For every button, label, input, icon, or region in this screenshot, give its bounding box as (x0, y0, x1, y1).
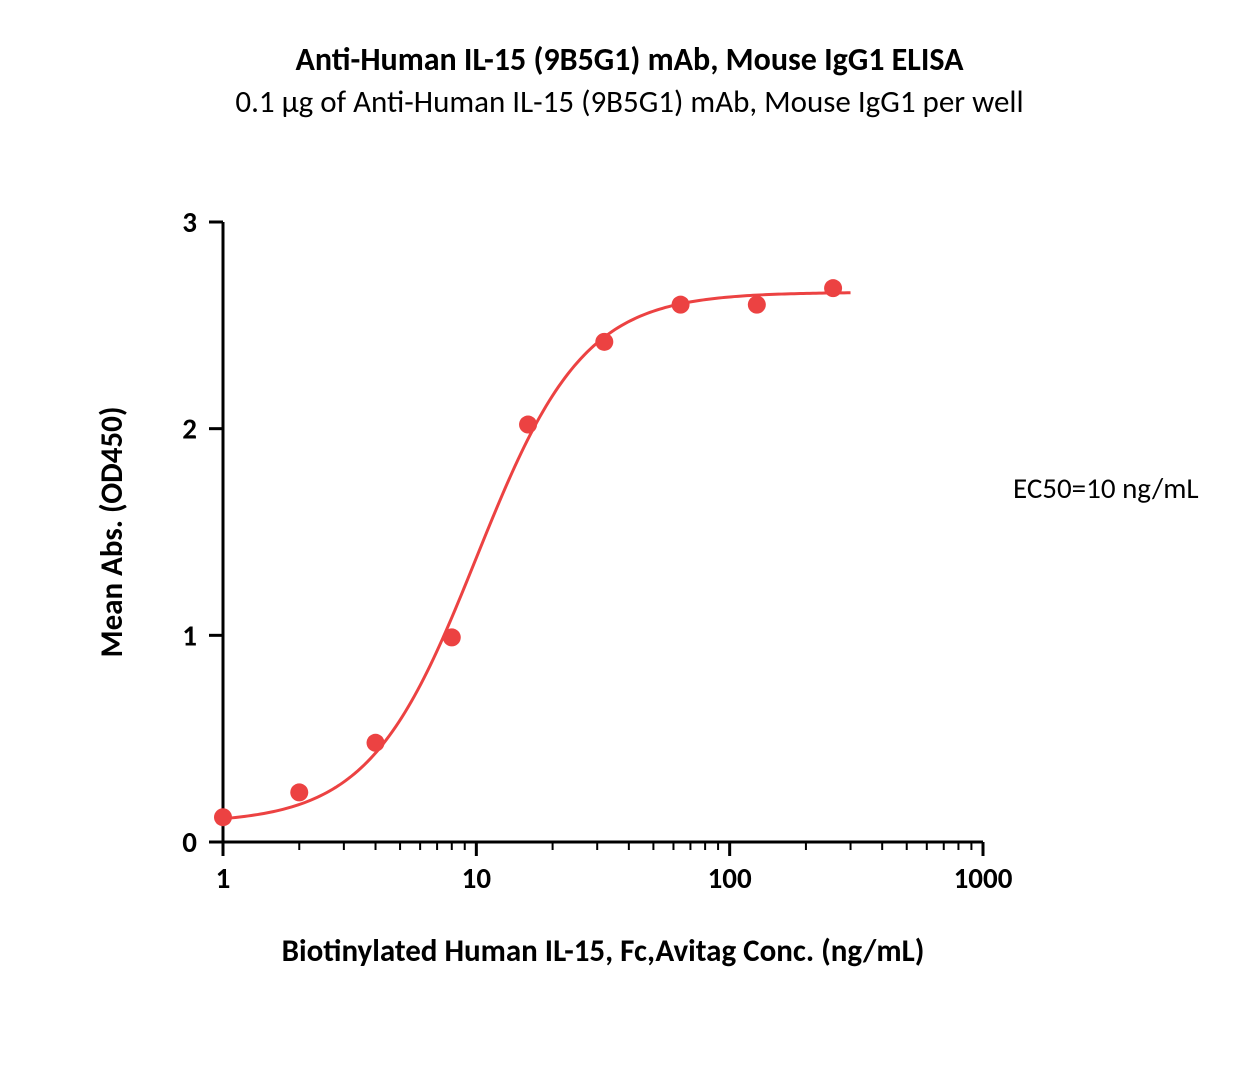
elisa-chart: 01231101001000 (0, 0, 1259, 1086)
svg-text:0: 0 (182, 824, 197, 860)
svg-text:1: 1 (182, 617, 197, 653)
svg-text:3: 3 (182, 204, 197, 240)
page-root: Anti-Human IL-15 (9B5G1) mAb, Mouse IgG1… (0, 0, 1259, 1086)
svg-text:100: 100 (708, 860, 752, 896)
svg-text:10: 10 (462, 860, 492, 896)
svg-text:1: 1 (216, 860, 231, 896)
svg-text:2: 2 (182, 411, 197, 447)
svg-text:1000: 1000 (954, 860, 1013, 896)
